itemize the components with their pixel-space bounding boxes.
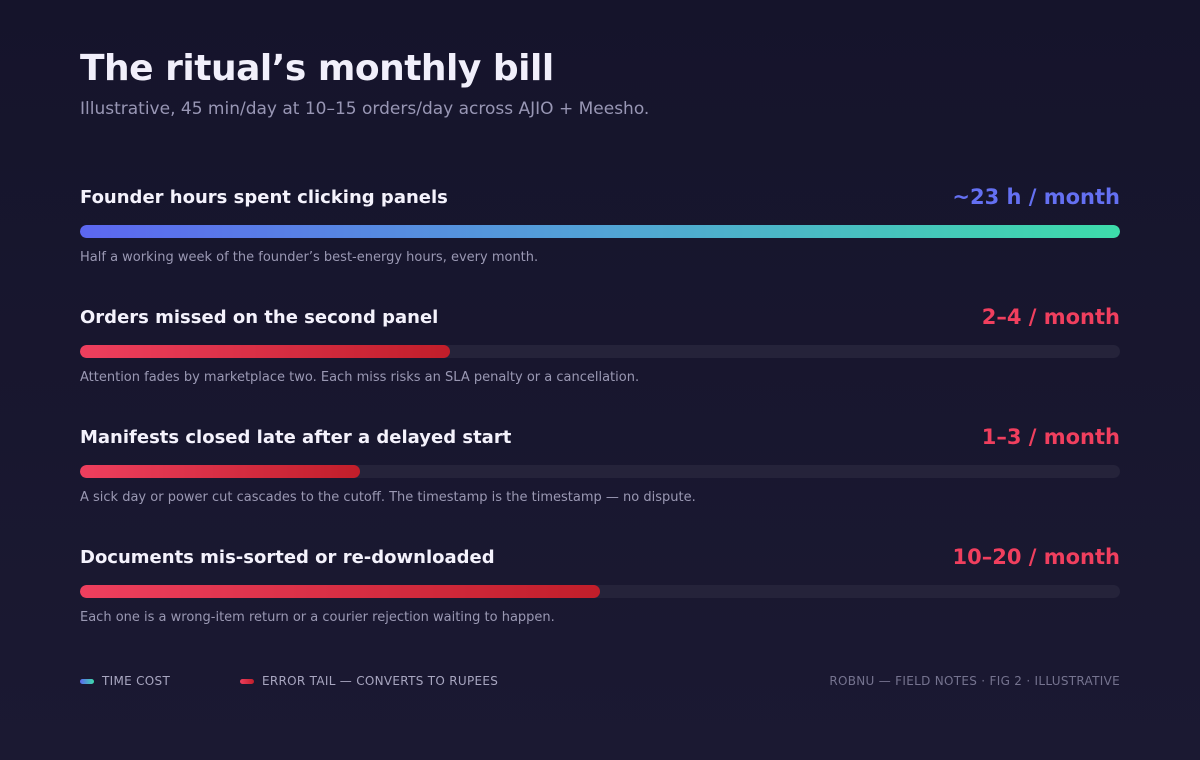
bar-value-label: 10–20 / month	[952, 545, 1121, 569]
bar-track	[80, 225, 1120, 238]
figure-credit: ROBNU — FIELD NOTES · FIG 2 · ILLUSTRATI…	[829, 674, 1120, 688]
bar-fill	[80, 225, 1120, 238]
bar-track	[80, 585, 1120, 598]
bar-row: Orders missed on the second panel 2–4 / m…	[80, 305, 1120, 417]
bar-note: Attention fades by marketplace two. Each…	[80, 370, 640, 385]
legend-swatch-time	[80, 678, 94, 684]
legend-item-time: TIME COST	[80, 674, 170, 688]
page-title: The ritual’s monthly bill	[80, 48, 554, 89]
bar-value-label: 2–4 / month	[981, 305, 1120, 329]
bar-track	[80, 345, 1120, 358]
bar-label: Manifests closed late after a delayed st…	[80, 427, 512, 448]
bar-label: Orders missed on the second panel	[80, 307, 439, 328]
bar-note: Each one is a wrong-item return or a cou…	[80, 610, 555, 625]
bar-fill	[80, 585, 600, 598]
legend-label-time: TIME COST	[102, 674, 171, 688]
bar-row: Founder hours spent clicking panels ~23 h…	[80, 185, 1120, 297]
legend-item-error: ERROR TAIL — CONVERTS TO RUPEES	[240, 674, 498, 688]
bar-track	[80, 465, 1120, 478]
chart-container: The ritual’s monthly bill Illustrative, …	[80, 0, 1120, 760]
bar-fill	[80, 465, 360, 478]
legend-swatch-error	[240, 678, 254, 684]
legend-label-error: ERROR TAIL — CONVERTS TO RUPEES	[262, 674, 499, 688]
bar-fill	[80, 345, 450, 358]
bar-value-label: ~23 h / month	[952, 185, 1120, 209]
bar-note: Half a working week of the founder’s bes…	[80, 250, 539, 265]
bar-row: Documents mis-sorted or re-downloaded 10–…	[80, 545, 1121, 657]
bar-row: Manifests closed late after a delayed st…	[80, 425, 1120, 537]
bar-label: Founder hours spent clicking panels	[80, 187, 448, 208]
page-subtitle: Illustrative, 45 min/day at 10–15 orders…	[80, 99, 650, 119]
bar-value-label: 1–3 / month	[981, 425, 1120, 449]
bar-label: Documents mis-sorted or re-downloaded	[80, 547, 495, 568]
bar-note: A sick day or power cut cascades to the …	[80, 490, 696, 505]
legend: TIME COST ERROR TAIL — CONVERTS TO RUPEE…	[80, 674, 1120, 690]
